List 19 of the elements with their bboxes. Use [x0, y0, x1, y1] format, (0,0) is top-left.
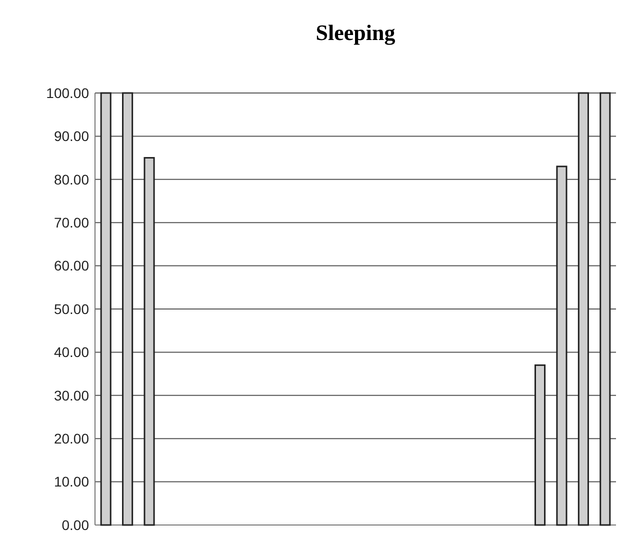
- bar: [534, 364, 546, 526]
- chart-title: Sleeping: [316, 20, 396, 45]
- y-tick-label: 60.00: [54, 258, 90, 274]
- y-tick-label: 30.00: [54, 387, 90, 404]
- y-tick-label: 20.00: [54, 430, 90, 446]
- bar: [578, 92, 589, 526]
- bar: [600, 92, 611, 526]
- y-tick-label: 90.00: [54, 128, 90, 144]
- bar: [122, 92, 134, 526]
- y-tick-label: 10.00: [54, 474, 90, 490]
- y-tick-label: 40.00: [54, 344, 90, 360]
- y-tick-label: 50.00: [54, 300, 90, 317]
- bar: [144, 157, 155, 526]
- bar: [100, 92, 112, 526]
- y-tick-label: 80.00: [54, 171, 90, 188]
- y-tick-label: 100.00: [46, 84, 90, 101]
- y-tick-label: 70.00: [54, 214, 90, 230]
- y-tick-label: 0.00: [62, 516, 90, 533]
- bar: [556, 166, 568, 526]
